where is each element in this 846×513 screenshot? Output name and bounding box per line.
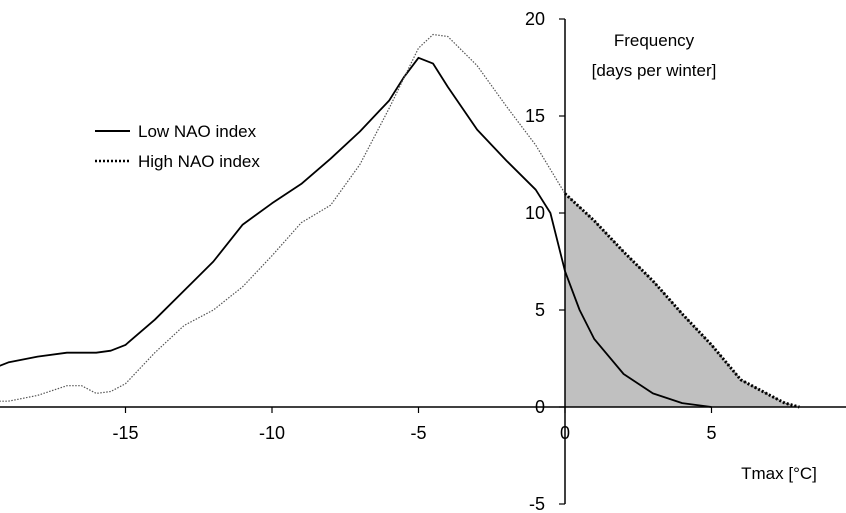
shaded-edge-line bbox=[563, 192, 800, 409]
legend-label-high-nao: High NAO index bbox=[138, 152, 260, 171]
y-tick-label: 0 bbox=[535, 397, 545, 417]
axes-layer bbox=[0, 18, 846, 505]
frequency-label: Frequency bbox=[614, 31, 695, 50]
x-tick-label: 0 bbox=[560, 423, 570, 443]
x-tick-label: -10 bbox=[259, 423, 285, 443]
series-layer bbox=[0, 33, 800, 409]
series-line-low-nao bbox=[0, 56, 712, 408]
series-line-high-nao bbox=[0, 33, 800, 408]
shaded-area bbox=[565, 193, 800, 407]
y-tick-label: -5 bbox=[529, 494, 545, 513]
legend: Low NAO index High NAO index bbox=[95, 122, 260, 171]
legend-label-low-nao: Low NAO index bbox=[138, 122, 257, 141]
y-tick-label: 5 bbox=[535, 300, 545, 320]
x-axis-label: Tmax [°C] bbox=[741, 464, 817, 483]
y-tick-label: 15 bbox=[525, 106, 545, 126]
y-tick-label: 20 bbox=[525, 9, 545, 29]
x-tick-label: -15 bbox=[112, 423, 138, 443]
frequency-unit-label: [days per winter] bbox=[592, 61, 717, 80]
x-tick-label: -5 bbox=[410, 423, 426, 443]
x-tick-label: 5 bbox=[706, 423, 716, 443]
y-tick-label: 10 bbox=[525, 203, 545, 223]
shade-layer bbox=[565, 193, 800, 407]
